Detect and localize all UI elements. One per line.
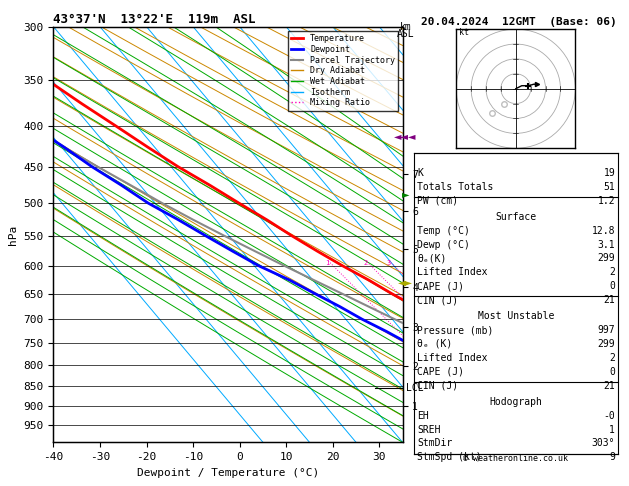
Text: 1: 1 [325,260,330,266]
Text: StmSpd (kt): StmSpd (kt) [417,452,482,462]
Text: Pressure (mb): Pressure (mb) [417,325,493,335]
Text: 3: 3 [386,260,391,266]
Text: ◄►: ◄► [398,277,413,287]
Text: 997: 997 [598,325,615,335]
Text: SREH: SREH [417,425,440,434]
Text: CIN (J): CIN (J) [417,381,458,391]
Text: PW (cm): PW (cm) [417,195,458,206]
Text: © weatheronline.co.uk: © weatheronline.co.uk [464,454,568,463]
Text: km: km [400,22,411,32]
Text: K: K [417,168,423,178]
Text: 21: 21 [603,295,615,305]
Text: 12.8: 12.8 [592,226,615,236]
Text: Temp (°C): Temp (°C) [417,226,470,236]
Text: 303°: 303° [592,438,615,449]
Text: 51: 51 [603,182,615,192]
Y-axis label: hPa: hPa [8,225,18,244]
Text: CAPE (J): CAPE (J) [417,366,464,377]
Text: 2: 2 [610,353,615,363]
Text: 1.2: 1.2 [598,195,615,206]
X-axis label: Dewpoint / Temperature (°C): Dewpoint / Temperature (°C) [137,468,319,478]
Text: LCL: LCL [406,383,424,393]
Text: Hodograph: Hodograph [489,397,542,407]
Text: θₑ (K): θₑ (K) [417,339,452,349]
Text: Dewp (°C): Dewp (°C) [417,240,470,250]
Text: -0: -0 [603,411,615,421]
Text: CIN (J): CIN (J) [417,295,458,305]
Text: 0: 0 [610,366,615,377]
Text: 2: 2 [610,267,615,278]
Text: Lifted Index: Lifted Index [417,353,487,363]
Legend: Temperature, Dewpoint, Parcel Trajectory, Dry Adiabat, Wet Adiabat, Isotherm, Mi: Temperature, Dewpoint, Parcel Trajectory… [287,31,398,110]
Text: ►: ► [402,190,409,199]
Text: Lifted Index: Lifted Index [417,267,487,278]
Text: 299: 299 [598,253,615,263]
Text: Totals Totals: Totals Totals [417,182,493,192]
Text: 0: 0 [610,281,615,291]
Text: 9: 9 [610,452,615,462]
Text: 20.04.2024  12GMT  (Base: 06): 20.04.2024 12GMT (Base: 06) [421,17,617,27]
Text: ASL: ASL [397,29,415,39]
Text: 2: 2 [363,260,367,266]
Text: CAPE (J): CAPE (J) [417,281,464,291]
Text: 1: 1 [610,425,615,434]
Text: StmDir: StmDir [417,438,452,449]
Text: 299: 299 [598,339,615,349]
Text: 43°37'N  13°22'E  119m  ASL: 43°37'N 13°22'E 119m ASL [53,13,256,26]
Text: kt: kt [459,28,469,37]
Text: EH: EH [417,411,429,421]
Text: 3.1: 3.1 [598,240,615,250]
Text: Surface: Surface [495,212,537,222]
Text: 19: 19 [603,168,615,178]
Text: θₑ(K): θₑ(K) [417,253,447,263]
Text: Most Unstable: Most Unstable [477,311,554,321]
Text: ◄◄◄: ◄◄◄ [394,131,417,141]
Text: 21: 21 [603,381,615,391]
